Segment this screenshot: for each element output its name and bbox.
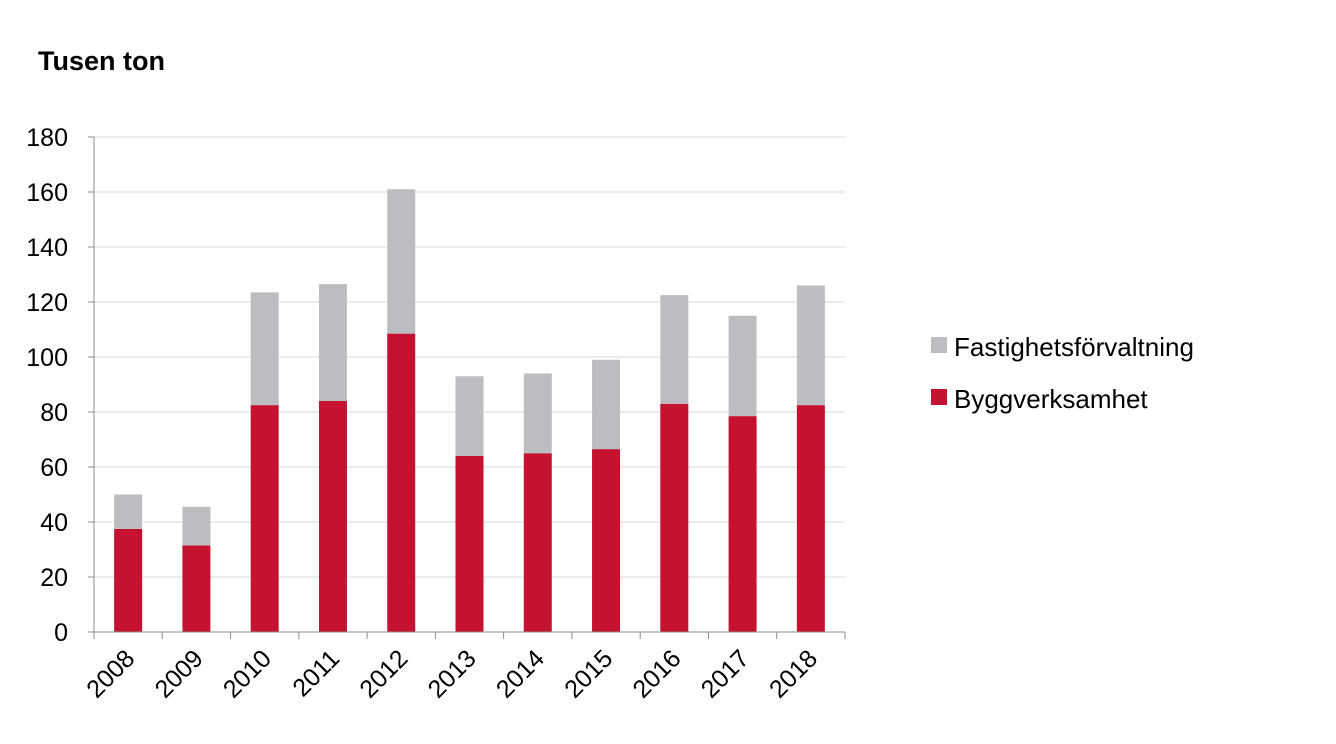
y-tick-label-0: 0 bbox=[54, 619, 68, 647]
bar-byggverksamhet-2008 bbox=[114, 528, 143, 632]
y-tick-label-40: 40 bbox=[40, 509, 68, 537]
bar-byggverksamhet-2013 bbox=[455, 456, 484, 632]
y-tick-label-60: 60 bbox=[40, 454, 68, 482]
legend-swatch-fastighetsforvaltning bbox=[931, 337, 947, 353]
bar-fastighetsfrvaltning-2012 bbox=[387, 189, 416, 334]
x-tick-label-2016: 2016 bbox=[627, 644, 686, 703]
legend-swatch-byggverksamhet bbox=[931, 389, 947, 405]
x-tick-label-2014: 2014 bbox=[491, 644, 550, 703]
bar-byggverksamhet-2016 bbox=[660, 403, 689, 632]
bar-fastighetsfrvaltning-2013 bbox=[455, 376, 484, 456]
bar-byggverksamhet-2014 bbox=[523, 453, 552, 632]
chart-title: Tusen ton bbox=[38, 46, 165, 76]
bar-byggverksamhet-2018 bbox=[796, 405, 825, 632]
x-tick-label-2008: 2008 bbox=[81, 644, 140, 703]
legend-label-fastighetsforvaltning: Fastighetsförvaltning bbox=[954, 332, 1194, 362]
x-tick-label-2013: 2013 bbox=[423, 644, 482, 703]
legend-label-byggverksamhet: Byggverksamhet bbox=[954, 384, 1148, 414]
axes bbox=[88, 136, 846, 639]
legend: Fastighetsförvaltning Byggverksamhet bbox=[931, 332, 1194, 414]
y-tick-label-100: 100 bbox=[26, 344, 68, 372]
bar-fastighetsfrvaltning-2008 bbox=[114, 494, 143, 529]
y-tick-label-140: 140 bbox=[26, 234, 68, 262]
x-tick-labels: 2008 2009 2010 2011 2012 2013 2014 2015 2016 2017… bbox=[81, 644, 823, 703]
bar-fastighetsfrvaltning-2017 bbox=[728, 315, 757, 417]
bar-byggverksamhet-2017 bbox=[728, 416, 757, 632]
bar-fastighetsfrvaltning-2014 bbox=[523, 373, 552, 454]
x-tick-label-2017: 2017 bbox=[696, 644, 755, 703]
x-tick-label-2012: 2012 bbox=[354, 644, 413, 703]
bar-byggverksamhet-2012 bbox=[387, 333, 416, 632]
x-tick-label-2011: 2011 bbox=[287, 644, 345, 702]
y-tick-label-120: 120 bbox=[26, 289, 68, 317]
bar-fastighetsfrvaltning-2016 bbox=[660, 295, 689, 404]
bar-byggverksamhet-2011 bbox=[318, 401, 347, 632]
bar-fastighetsfrvaltning-2011 bbox=[318, 284, 347, 401]
bar-fastighetsfrvaltning-2010 bbox=[250, 292, 279, 406]
y-tick-label-160: 160 bbox=[26, 179, 68, 207]
x-tick-label-2018: 2018 bbox=[764, 644, 823, 703]
x-tick-label-2015: 2015 bbox=[559, 644, 618, 703]
bar-fastighetsfrvaltning-2018 bbox=[796, 285, 825, 406]
bar-byggverksamhet-2010 bbox=[250, 405, 279, 632]
y-tick-labels: 0 20 40 60 80 100 120 140 160 180 bbox=[26, 124, 68, 647]
bar-fastighetsfrvaltning-2009 bbox=[182, 506, 211, 546]
y-tick-label-180: 180 bbox=[26, 124, 68, 152]
y-tick-label-20: 20 bbox=[40, 564, 68, 592]
y-tick-label-80: 80 bbox=[40, 399, 68, 427]
x-tick-label-2010: 2010 bbox=[218, 644, 277, 703]
bar-byggverksamhet-2015 bbox=[592, 449, 621, 632]
x-tick-label-2009: 2009 bbox=[150, 644, 209, 703]
gridlines bbox=[94, 136, 845, 578]
bar-fastighetsfrvaltning-2015 bbox=[592, 359, 621, 450]
bars bbox=[114, 189, 825, 632]
bar-byggverksamhet-2009 bbox=[182, 545, 211, 632]
